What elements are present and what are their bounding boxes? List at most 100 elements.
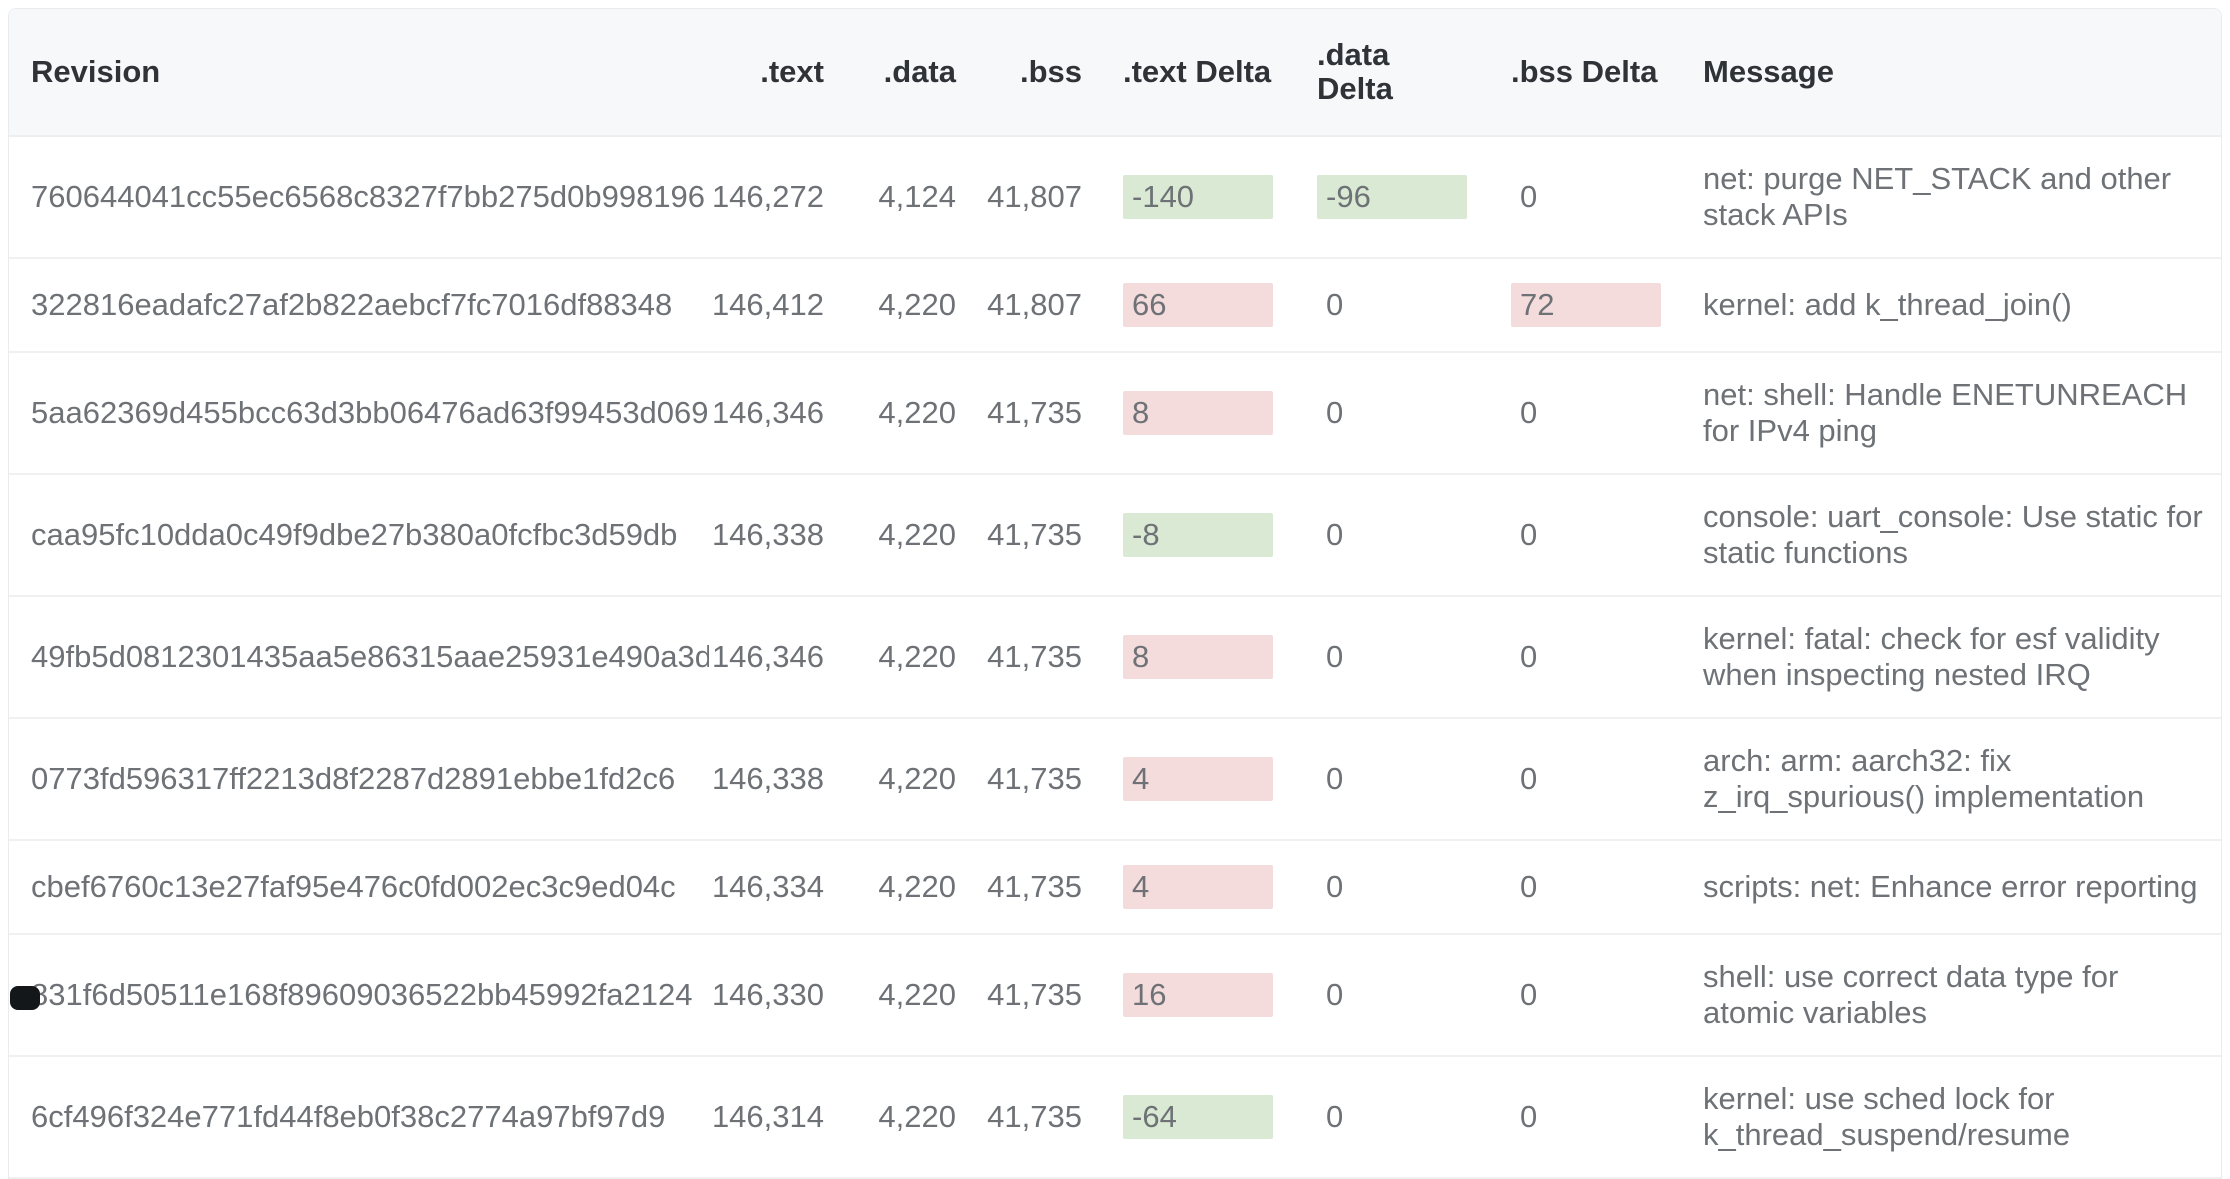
- bss-delta-cell: 0: [1470, 474, 1664, 597]
- text-delta-cell: 16: [1082, 934, 1276, 1057]
- message-cell: shell: use correct data type for atomic …: [1664, 934, 2221, 1057]
- message-cell: kernel: fatal: check for esf validity wh…: [1664, 596, 2221, 719]
- text-size-cell: 146,334: [709, 840, 824, 935]
- message-cell: net: shell: Handle ENETUNREACH for IPv4 …: [1664, 352, 2221, 475]
- text-delta-cell: -8: [1082, 474, 1276, 597]
- bss-delta-badge: 0: [1520, 395, 1538, 430]
- bss-size-cell: 41,735: [956, 1056, 1082, 1179]
- message-cell: kernel: add k_thread_join(): [1664, 258, 2221, 353]
- bss-size-cell: 41,735: [956, 474, 1082, 597]
- bss-size-cell: 41,735: [956, 934, 1082, 1057]
- revision-cell: 831f6d50511e168f89609036522bb45992fa2124: [9, 934, 709, 1057]
- text-delta-badge: -64: [1123, 1095, 1273, 1139]
- text-delta-badge: -8: [1123, 513, 1273, 557]
- bss-delta-cell: 72: [1470, 258, 1664, 353]
- text-size-cell: 146,272: [709, 136, 824, 259]
- size-report-table: Revision .text .data .bss .text Delta .d…: [9, 9, 2221, 1179]
- table-row: 5aa62369d455bcc63d3bb06476ad63f99453d069…: [9, 352, 2221, 475]
- size-report-table-container: Revision .text .data .bss .text Delta .d…: [8, 8, 2222, 1179]
- table-row: cbef6760c13e27faf95e476c0fd002ec3c9ed04c…: [9, 840, 2221, 935]
- data-size-cell: 4,220: [824, 934, 956, 1057]
- text-delta-badge: -140: [1123, 175, 1273, 219]
- bss-size-cell: 41,735: [956, 352, 1082, 475]
- bss-delta-cell: 0: [1470, 1056, 1664, 1179]
- table-header: Revision .text .data .bss .text Delta .d…: [9, 9, 2221, 137]
- text-delta-cell: 66: [1082, 258, 1276, 353]
- data-delta-cell: 0: [1276, 934, 1470, 1057]
- bss-delta-cell: 0: [1470, 596, 1664, 719]
- revision-table-body: 760644041cc55ec6568c8327f7bb275d0b998196…: [9, 136, 2221, 1179]
- text-size-cell: 146,338: [709, 474, 824, 597]
- data-delta-cell: 0: [1276, 352, 1470, 475]
- bss-delta-badge: 0: [1520, 517, 1538, 552]
- bss-delta-cell: 0: [1470, 840, 1664, 935]
- data-size-cell: 4,220: [824, 718, 956, 841]
- bss-delta-cell: 0: [1470, 934, 1664, 1057]
- table-row: 831f6d50511e168f89609036522bb45992fa2124…: [9, 934, 2221, 1057]
- data-delta-cell: 0: [1276, 474, 1470, 597]
- column-header-text: .text: [709, 9, 824, 137]
- bss-delta-badge: 0: [1520, 869, 1538, 904]
- data-size-cell: 4,220: [824, 840, 956, 935]
- data-delta-badge: 0: [1326, 1099, 1344, 1134]
- column-header-bss-delta: .bss Delta: [1470, 9, 1664, 137]
- message-cell: net: purge NET_STACK and other stack API…: [1664, 136, 2221, 259]
- data-delta-badge: 0: [1326, 977, 1344, 1012]
- text-delta-cell: 8: [1082, 352, 1276, 475]
- table-row: 760644041cc55ec6568c8327f7bb275d0b998196…: [9, 136, 2221, 259]
- text-delta-badge: 8: [1123, 391, 1273, 435]
- data-delta-cell: 0: [1276, 258, 1470, 353]
- data-delta-badge: 0: [1326, 639, 1344, 674]
- data-delta-cell: 0: [1276, 718, 1470, 841]
- bss-delta-badge: 0: [1520, 1099, 1538, 1134]
- bss-delta-badge: 0: [1520, 179, 1538, 214]
- text-delta-badge: 4: [1123, 865, 1273, 909]
- data-delta-badge: 0: [1326, 869, 1344, 904]
- message-cell: console: uart_console: Use static for st…: [1664, 474, 2221, 597]
- data-delta-cell: 0: [1276, 840, 1470, 935]
- text-size-cell: 146,314: [709, 1056, 824, 1179]
- bss-size-cell: 41,735: [956, 596, 1082, 719]
- data-delta-badge: 0: [1326, 395, 1344, 430]
- bss-size-cell: 41,807: [956, 136, 1082, 259]
- revision-cell: 49fb5d0812301435aa5e86315aae25931e490a3d: [9, 596, 709, 719]
- revision-cell: caa95fc10dda0c49f9dbe27b380a0fcfbc3d59db: [9, 474, 709, 597]
- column-header-data: .data: [824, 9, 956, 137]
- data-delta-badge: 0: [1326, 761, 1344, 796]
- text-delta-cell: -64: [1082, 1056, 1276, 1179]
- text-size-cell: 146,330: [709, 934, 824, 1057]
- text-delta-badge: 8: [1123, 635, 1273, 679]
- text-delta-badge: 4: [1123, 757, 1273, 801]
- revision-cell: 322816eadafc27af2b822aebcf7fc7016df88348: [9, 258, 709, 353]
- bss-delta-badge: 0: [1520, 977, 1538, 1012]
- revision-cell: cbef6760c13e27faf95e476c0fd002ec3c9ed04c: [9, 840, 709, 935]
- message-cell: kernel: use sched lock for k_thread_susp…: [1664, 1056, 2221, 1179]
- bss-delta-cell: 0: [1470, 718, 1664, 841]
- text-delta-badge: 16: [1123, 973, 1273, 1017]
- table-row: 0773fd596317ff2213d8f2287d2891ebbe1fd2c6…: [9, 718, 2221, 841]
- column-header-revision: Revision: [9, 9, 709, 137]
- bss-size-cell: 41,807: [956, 258, 1082, 353]
- bss-size-cell: 41,735: [956, 840, 1082, 935]
- data-delta-badge: 0: [1326, 287, 1344, 322]
- message-cell: scripts: net: Enhance error reporting: [1664, 840, 2221, 935]
- table-row: 49fb5d0812301435aa5e86315aae25931e490a3d…: [9, 596, 2221, 719]
- column-header-bss: .bss: [956, 9, 1082, 137]
- data-delta-cell: 0: [1276, 596, 1470, 719]
- bottom-cutoff-element[interactable]: [10, 986, 40, 1010]
- column-header-data-delta: .data Delta: [1276, 9, 1470, 137]
- bss-delta-badge: 0: [1520, 761, 1538, 796]
- data-size-cell: 4,220: [824, 258, 956, 353]
- table-row: 322816eadafc27af2b822aebcf7fc7016df88348…: [9, 258, 2221, 353]
- table-header-row: Revision .text .data .bss .text Delta .d…: [9, 9, 2221, 137]
- text-delta-cell: 4: [1082, 840, 1276, 935]
- data-size-cell: 4,220: [824, 352, 956, 475]
- data-size-cell: 4,220: [824, 1056, 956, 1179]
- data-delta-cell: -96: [1276, 136, 1470, 259]
- revision-cell: 5aa62369d455bcc63d3bb06476ad63f99453d069: [9, 352, 709, 475]
- bss-delta-cell: 0: [1470, 352, 1664, 475]
- column-header-text-delta: .text Delta: [1082, 9, 1276, 137]
- revision-cell: 6cf496f324e771fd44f8eb0f38c2774a97bf97d9: [9, 1056, 709, 1179]
- data-size-cell: 4,124: [824, 136, 956, 259]
- table-row: caa95fc10dda0c49f9dbe27b380a0fcfbc3d59db…: [9, 474, 2221, 597]
